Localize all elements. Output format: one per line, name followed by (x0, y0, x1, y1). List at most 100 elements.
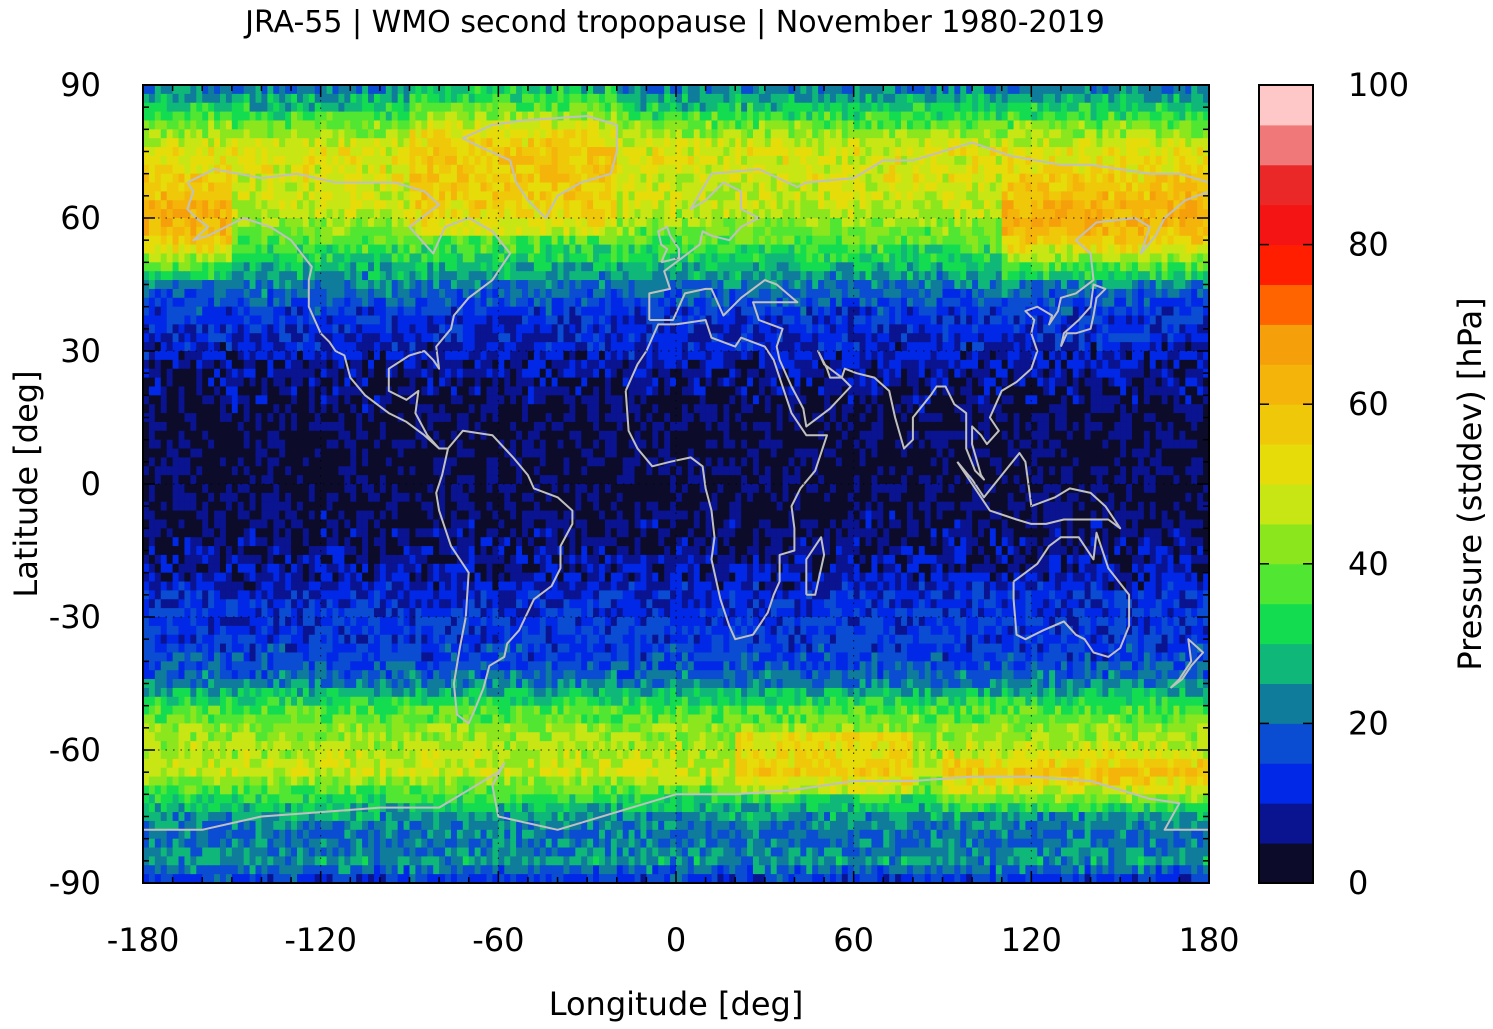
heatmap-cell (327, 147, 334, 156)
heatmap-cell (966, 156, 973, 165)
heatmap-cell (540, 165, 547, 174)
heatmap-cell (635, 156, 642, 165)
heatmap-cell (528, 94, 535, 103)
heatmap-cell (925, 174, 932, 183)
heatmap-cell (1031, 147, 1038, 156)
heatmap-cell (640, 94, 647, 103)
heatmap-cell (587, 120, 594, 129)
heatmap-cell (575, 120, 582, 129)
heatmap-cell (368, 85, 375, 94)
heatmap-cell (273, 183, 280, 192)
heatmap-cell (161, 183, 168, 192)
heatmap-cell (741, 85, 748, 94)
heatmap-cell (1108, 156, 1115, 165)
heatmap-cell (783, 94, 790, 103)
heatmap-cell (1126, 174, 1133, 183)
heatmap-cell (1114, 138, 1121, 147)
heatmap-cell (1156, 103, 1163, 112)
heatmap-cell (617, 165, 624, 174)
heatmap-cell (1055, 138, 1062, 147)
heatmap-cell (338, 129, 345, 138)
heatmap-cell (960, 183, 967, 192)
heatmap-cell (670, 120, 677, 129)
heatmap-cell (469, 147, 476, 156)
heatmap-cell (599, 94, 606, 103)
heatmap-cell (1138, 103, 1145, 112)
heatmap-cell (1091, 94, 1098, 103)
heatmap-cell (943, 183, 950, 192)
heatmap-cell (244, 120, 251, 129)
heatmap-cell (836, 85, 843, 94)
heatmap-cell (931, 129, 938, 138)
heatmap-cell (871, 183, 878, 192)
heatmap-cell (486, 138, 493, 147)
heatmap-cell (640, 120, 647, 129)
heatmap-cell (410, 165, 417, 174)
heatmap-cell (333, 94, 340, 103)
heatmap-cell (818, 165, 825, 174)
heatmap-cell (777, 138, 784, 147)
heatmap-cell (303, 112, 310, 121)
heatmap-cell (1185, 165, 1192, 174)
heatmap-cell (179, 183, 186, 192)
heatmap-cell (848, 120, 855, 129)
heatmap-cell (866, 183, 873, 192)
heatmap-cell (1073, 85, 1080, 94)
heatmap-cell (149, 94, 156, 103)
heatmap-cell (196, 147, 203, 156)
heatmap-cell (794, 129, 801, 138)
heatmap-cell (877, 112, 884, 121)
heatmap-cell (812, 120, 819, 129)
heatmap-cell (261, 85, 268, 94)
heatmap-cell (913, 94, 920, 103)
heatmap-cell (1150, 112, 1157, 121)
heatmap-cell (386, 156, 393, 165)
heatmap-cell (1043, 156, 1050, 165)
heatmap-cell (806, 112, 813, 121)
heatmap-cell (1150, 103, 1157, 112)
heatmap-cell (1091, 112, 1098, 121)
heatmap-cell (652, 174, 659, 183)
heatmap-cell (333, 103, 340, 112)
heatmap-cell (700, 165, 707, 174)
heatmap-cell (848, 147, 855, 156)
heatmap-cell (1096, 85, 1103, 94)
heatmap-cell (238, 94, 245, 103)
heatmap-cell (563, 85, 570, 94)
heatmap-cell (457, 156, 464, 165)
heatmap-cell (1085, 112, 1092, 121)
heatmap-cell (753, 183, 760, 192)
heatmap-cell (943, 103, 950, 112)
heatmap-cell (919, 147, 926, 156)
heatmap-cell (279, 103, 286, 112)
heatmap-cell (954, 129, 961, 138)
heatmap-cell (439, 183, 446, 192)
heatmap-cell (267, 183, 274, 192)
heatmap-cell (575, 138, 582, 147)
heatmap-cell (173, 174, 180, 183)
heatmap-cell (184, 112, 191, 121)
heatmap-cell (380, 120, 387, 129)
heatmap-cell (546, 103, 553, 112)
heatmap-cell (1061, 120, 1068, 129)
heatmap-cell (540, 129, 547, 138)
heatmap-cell (972, 165, 979, 174)
heatmap-cell (481, 103, 488, 112)
heatmap-cell (1120, 183, 1127, 192)
heatmap-cell (149, 85, 156, 94)
heatmap-cell (990, 174, 997, 183)
heatmap-cell (907, 120, 914, 129)
heatmap-cell (812, 138, 819, 147)
heatmap-cell (753, 147, 760, 156)
heatmap-cell (676, 174, 683, 183)
heatmap-cell (783, 138, 790, 147)
heatmap-cell (889, 85, 896, 94)
heatmap-cell (1073, 112, 1080, 121)
heatmap-cell (623, 85, 630, 94)
heatmap-cell (948, 183, 955, 192)
heatmap-cell (297, 112, 304, 121)
heatmap-cell (552, 174, 559, 183)
heatmap-cell (285, 138, 292, 147)
heatmap-cell (1156, 183, 1163, 192)
heatmap-cell (1096, 94, 1103, 103)
